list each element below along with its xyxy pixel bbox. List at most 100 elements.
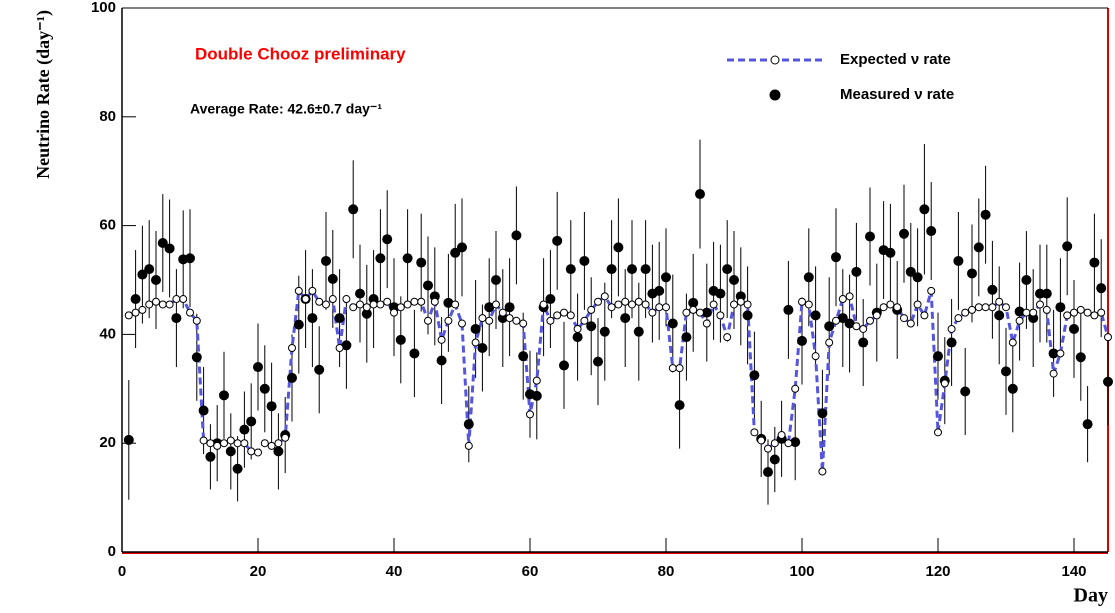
measured-point: [219, 390, 229, 401]
expected-point: [641, 300, 650, 309]
measured-point: [436, 355, 447, 366]
measured-point: [953, 255, 964, 266]
measured-point: [504, 302, 515, 313]
expected-point: [1090, 311, 1099, 320]
measured-point: [912, 272, 923, 283]
measured-point: [1089, 257, 1100, 268]
measured-point: [348, 204, 359, 215]
expected-point: [852, 322, 861, 331]
measured-point: [797, 335, 807, 346]
expected-point: [131, 308, 140, 317]
measured-point: [450, 247, 461, 258]
measured-point: [1001, 366, 1011, 377]
expected-point: [322, 300, 330, 309]
y-tick-label: 0: [108, 543, 116, 560]
expected-point: [233, 439, 242, 448]
expected-point: [662, 303, 670, 312]
expected-point: [1097, 308, 1106, 317]
expected-point: [648, 308, 657, 317]
expected-point: [995, 297, 1004, 306]
expected-point: [335, 344, 344, 352]
expected-point: [777, 431, 786, 440]
measured-point: [144, 264, 155, 275]
x-tick-label: 0: [118, 563, 126, 580]
measured-point: [593, 356, 603, 367]
measured-point: [688, 297, 699, 308]
expected-point: [709, 300, 718, 309]
measured-point: [620, 313, 631, 324]
expected-point: [301, 295, 310, 304]
measured-point: [1082, 419, 1093, 430]
expected-point: [206, 439, 215, 448]
expected-point: [832, 316, 840, 325]
measured-point: [933, 351, 943, 362]
measured-point: [511, 230, 522, 241]
expected-point: [961, 308, 970, 317]
measured-point: [470, 323, 481, 334]
expected-point: [186, 308, 194, 317]
expected-point: [675, 364, 684, 373]
measured-point: [477, 343, 488, 353]
measured-point: [640, 264, 651, 275]
measured-point: [1041, 288, 1052, 299]
measured-point: [865, 231, 875, 242]
expected-point: [519, 319, 528, 328]
measured-point: [565, 264, 576, 275]
expected-point: [342, 295, 351, 304]
measured-point: [606, 264, 617, 275]
measured-point: [1096, 283, 1107, 294]
measured-point: [701, 307, 712, 318]
expected-point: [634, 297, 643, 306]
expected-point: [1015, 316, 1024, 325]
expected-point: [866, 316, 874, 325]
measured-point: [321, 255, 331, 266]
expected-point: [315, 297, 324, 306]
expected-point: [655, 303, 664, 312]
expected-point: [553, 311, 562, 320]
expected-point: [464, 441, 473, 450]
measured-point: [926, 226, 937, 237]
expected-point: [383, 297, 392, 306]
expected-point: [594, 297, 602, 306]
expected-point: [328, 295, 337, 304]
expected-point: [573, 324, 582, 333]
expected-point: [1002, 303, 1010, 312]
measured-point: [171, 313, 182, 324]
expected-point: [356, 300, 364, 309]
expected-point: [702, 319, 711, 328]
expected-point: [968, 305, 976, 314]
expected-point: [974, 303, 983, 312]
expected-point: [430, 297, 439, 306]
y-tick-label: 80: [99, 108, 116, 125]
expected-point: [954, 314, 963, 323]
expected-point: [498, 308, 507, 317]
measured-point: [627, 264, 637, 275]
measured-point: [266, 401, 277, 412]
x-axis-label: Day: [1074, 585, 1108, 607]
measured-point: [1062, 241, 1073, 252]
measured-point: [946, 337, 957, 348]
expected-point: [145, 300, 154, 309]
expected-point: [1104, 333, 1112, 342]
expected-point: [444, 316, 453, 325]
expected-point: [716, 311, 725, 320]
expected-point: [1063, 311, 1072, 320]
expected-point: [587, 305, 596, 314]
measured-point: [803, 272, 814, 283]
x-tick-label: 140: [1061, 563, 1086, 580]
measured-point: [1055, 302, 1066, 313]
expected-point: [913, 300, 922, 309]
y-tick-label: 20: [99, 434, 116, 451]
measured-point: [239, 424, 250, 435]
measured-point: [205, 451, 216, 462]
legend-label: Measured ν rate: [840, 86, 954, 103]
expected-point: [267, 441, 276, 450]
expected-point: [920, 311, 929, 320]
expected-point: [199, 436, 208, 445]
measured-point: [837, 313, 848, 324]
measured-point: [457, 242, 467, 253]
measured-point: [1075, 352, 1086, 363]
measured-point: [130, 294, 141, 305]
expected-point: [934, 428, 942, 437]
expected-point: [390, 308, 398, 317]
